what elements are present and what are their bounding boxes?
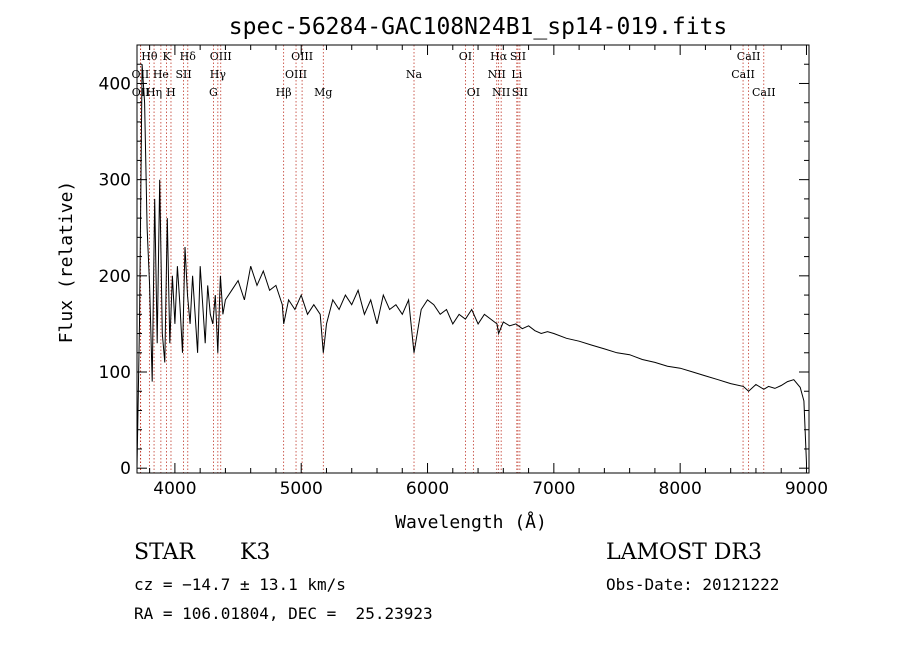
line-marker-label: Hη	[146, 86, 162, 99]
line-marker-label: He	[153, 68, 169, 81]
line-marker-label: OIII	[291, 50, 313, 63]
line-marker-label: OI	[467, 86, 480, 99]
plot-frame	[136, 44, 810, 474]
line-marker-label: G	[209, 86, 218, 99]
line-marker-label: Mg	[314, 86, 332, 99]
line-marker-label: CaII	[731, 68, 755, 81]
line-marker-label: OIII	[210, 50, 232, 63]
x-tick-label: 9000	[785, 479, 828, 499]
y-tick-label: 200	[99, 267, 131, 287]
line-marker-label: SII	[512, 86, 528, 99]
x-tick-label: 8000	[659, 479, 702, 499]
line-marker-label: Hδ	[180, 50, 197, 63]
object-subclass: K3	[240, 540, 271, 565]
line-marker-label: OIII	[285, 68, 307, 81]
coordinates-text: RA = 106.01804, DEC = 25.23923	[134, 604, 433, 623]
survey-name: LAMOST DR3	[606, 540, 762, 565]
line-marker-label: Hα	[490, 50, 508, 63]
y-axis-label: Flux (relative)	[56, 181, 77, 344]
line-marker-label: OI	[459, 50, 472, 63]
line-marker-label: Hβ	[276, 86, 292, 99]
y-tick-label: 300	[99, 171, 131, 191]
line-marker-label: OII	[132, 86, 150, 99]
obs-date-text: Obs-Date: 20121222	[606, 575, 780, 594]
line-marker-label: SII	[510, 50, 526, 63]
line-marker-label: Na	[406, 68, 423, 81]
line-marker-label: CaII	[752, 86, 776, 99]
y-tick-label: 400	[99, 74, 131, 94]
line-marker-label: Li	[511, 68, 522, 81]
y-axis-ticks: 0 100 200 300 400	[99, 63, 809, 479]
x-axis-ticks: 4000 5000 6000 7000 8000 9000	[149, 45, 828, 499]
line-marker-label: CaII	[737, 50, 761, 63]
object-class: STAR	[134, 540, 195, 565]
y-tick-label: 100	[99, 363, 131, 383]
redshift-text: cz = −14.7 ± 13.1 km/s	[134, 575, 346, 594]
x-tick-label: 4000	[153, 479, 196, 499]
x-axis-label: Wavelength (Å)	[395, 511, 547, 533]
spectrum-line	[136, 64, 807, 469]
y-tick-label: 0	[120, 459, 131, 479]
x-tick-label: 6000	[406, 479, 449, 499]
line-marker-label: Hγ	[210, 68, 227, 81]
line-marker-label: Hθ	[141, 50, 158, 63]
chart-title: spec-56284-GAC108N24B1_sp14-019.fits	[229, 14, 728, 40]
line-marker-label: NII	[492, 86, 510, 99]
x-tick-label: 7000	[532, 479, 575, 499]
line-marker-label: H	[166, 86, 176, 99]
spectrum-series	[136, 64, 807, 469]
line-marker-label: SII	[175, 68, 191, 81]
x-tick-label: 5000	[280, 479, 323, 499]
line-marker-label: K	[162, 50, 171, 63]
line-marker-label: NII	[488, 68, 506, 81]
